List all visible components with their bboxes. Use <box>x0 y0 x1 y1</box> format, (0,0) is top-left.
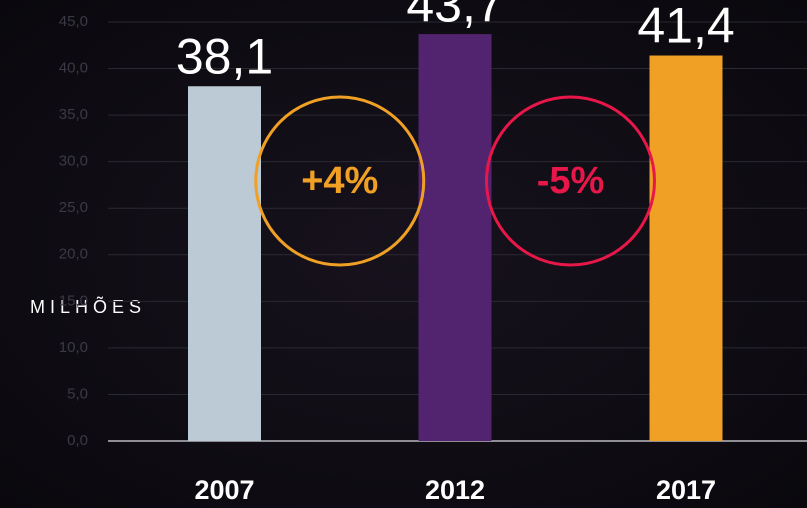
x-tick-label: 2017 <box>656 475 716 505</box>
y-axis-label: MILHÕES <box>30 296 146 317</box>
y-tick-label: 5,0 <box>67 385 88 402</box>
change-circle <box>485 95 656 267</box>
y-tick-label: 45,0 <box>59 13 88 30</box>
value-label: 41,4 <box>637 0 734 54</box>
y-tick-label: 15,0 <box>59 292 88 309</box>
y-tick-label: 40,0 <box>59 60 88 77</box>
y-tick-label: 30,0 <box>59 153 88 170</box>
y-tick-label: 35,0 <box>59 106 88 123</box>
bar <box>649 55 723 442</box>
x-tick-label: 2012 <box>425 475 485 505</box>
value-label: 38,1 <box>176 28 273 84</box>
value-label: 43,7 <box>406 0 503 32</box>
y-tick-label: 10,0 <box>59 339 88 356</box>
bar <box>418 34 492 442</box>
change-circle <box>254 95 426 267</box>
change-label: -5% <box>537 160 605 202</box>
y-tick-label: 20,0 <box>59 246 88 263</box>
x-tick-label: 2007 <box>194 475 254 505</box>
y-tick-label: 0,0 <box>67 432 88 449</box>
change-label: +4% <box>301 160 378 202</box>
y-tick-label: 25,0 <box>59 199 88 216</box>
bar <box>188 86 261 441</box>
